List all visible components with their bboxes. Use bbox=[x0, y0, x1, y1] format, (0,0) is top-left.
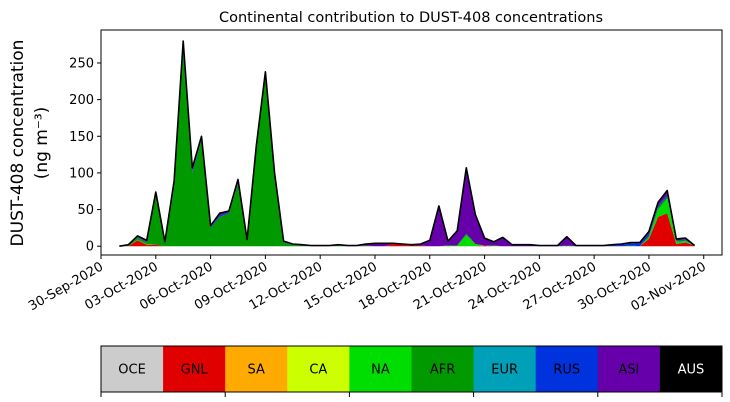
axes: 05010015020025030-Sep-202003-Oct-202006-… bbox=[26, 29, 723, 314]
legend-colorbar: OCE GNL SA CA NA AFR EUR RUS ASI AUS bbox=[100, 345, 723, 397]
legend-frame bbox=[100, 345, 723, 393]
plot-frame bbox=[100, 29, 723, 256]
legend-swatch-aus bbox=[659, 346, 723, 392]
y-tick-label: 100 bbox=[69, 166, 94, 181]
total-outline bbox=[119, 40, 696, 247]
y-tick-label: 150 bbox=[69, 130, 94, 145]
legend-swatch-eur bbox=[473, 346, 537, 392]
legend-label-na: NA bbox=[371, 363, 390, 378]
legend-label-afr: AFR bbox=[430, 363, 455, 378]
y-axis-label-line2: (ng m⁻³) bbox=[32, 107, 52, 180]
legend-swatch-sa bbox=[225, 346, 288, 392]
plot-area bbox=[119, 40, 696, 247]
area-series-afr bbox=[119, 52, 695, 247]
legend-swatch-na bbox=[349, 346, 412, 392]
y-tick-label: 200 bbox=[69, 93, 94, 108]
legend-swatch-gnl bbox=[163, 346, 226, 392]
legend-label-gnl: GNL bbox=[181, 363, 209, 378]
legend-label-asi: ASI bbox=[618, 363, 639, 378]
legend-swatch-rus bbox=[535, 346, 599, 392]
y-tick-label: 0 bbox=[86, 240, 94, 255]
legend-label-eur: EUR bbox=[491, 363, 518, 378]
legend-swatch-afr bbox=[411, 346, 475, 392]
y-axis-label-line1: DUST-408 concentration bbox=[8, 40, 28, 247]
legend-swatch-asi bbox=[597, 346, 661, 392]
legend-label-sa: SA bbox=[248, 363, 265, 378]
legend-swatch-oce bbox=[101, 346, 164, 392]
y-tick-label: 50 bbox=[77, 203, 94, 218]
legend-label-ca: CA bbox=[309, 363, 327, 378]
legend-swatch-ca bbox=[287, 346, 350, 392]
legend-label-aus: AUS bbox=[678, 363, 705, 378]
y-tick-label: 250 bbox=[69, 56, 94, 71]
chart-title: Continental contribution to DUST-408 con… bbox=[219, 10, 603, 26]
legend-label-rus: RUS bbox=[553, 363, 580, 378]
legend-label-oce: OCE bbox=[118, 363, 146, 378]
